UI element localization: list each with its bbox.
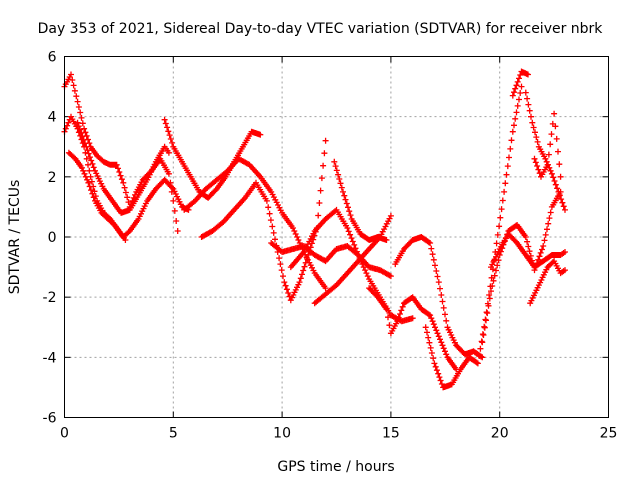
data-series (61, 68, 568, 391)
series-sat-r (527, 258, 568, 307)
series-sat-t (509, 68, 531, 99)
series-sat-k (331, 158, 390, 243)
x-tick-label: 25 (600, 426, 618, 442)
y-tick-label: -2 (43, 290, 57, 306)
x-tick-label: 10 (273, 426, 291, 442)
x-tick-label: 0 (60, 426, 69, 442)
series-markers (366, 285, 460, 373)
series-sat-s (531, 110, 564, 180)
series-sat-e (161, 116, 264, 201)
series-sat-d (74, 119, 172, 216)
axis-ticks: 0 5 10 15 20 25 -6 -4 -2 0 2 4 6 (43, 50, 618, 442)
series-sat-m (392, 234, 486, 361)
series-markers (161, 116, 264, 201)
y-axis-label: SDTVAR / TECUs (7, 180, 23, 295)
series-markers (65, 149, 129, 243)
grid (64, 56, 609, 418)
x-tick-label: 5 (169, 426, 178, 442)
y-tick-label: -4 (43, 350, 57, 366)
x-axis-label: GPS time / hours (277, 459, 394, 475)
series-markers (311, 212, 394, 307)
y-tick-label: 4 (48, 110, 57, 126)
y-tick-label: 0 (48, 230, 57, 246)
series-markers (74, 119, 172, 216)
y-tick-label: -6 (43, 411, 57, 427)
x-tick-label: 20 (491, 426, 509, 442)
series-markers (181, 155, 329, 292)
series-sat-j (311, 212, 394, 307)
series-markers (268, 240, 394, 280)
series-sat-l (366, 285, 460, 373)
series-markers (531, 110, 564, 180)
chart-title: Day 353 of 2021, Sidereal Day-to-day VTE… (38, 21, 604, 37)
series-sat-c (65, 149, 129, 243)
series-sat-g (198, 137, 329, 304)
plot-frame (64, 56, 609, 418)
series-sat-f (181, 155, 329, 292)
series-markers (488, 231, 568, 271)
series-sat-p (488, 231, 568, 271)
y-tick-label: 2 (48, 170, 57, 186)
series-markers (527, 258, 568, 307)
series-markers (509, 68, 531, 99)
x-tick-label: 15 (382, 426, 400, 442)
y-tick-label: 6 (48, 50, 57, 66)
series-markers (392, 234, 486, 361)
series-markers (331, 158, 390, 243)
series-markers (198, 137, 329, 304)
series-sat-h (268, 240, 394, 280)
